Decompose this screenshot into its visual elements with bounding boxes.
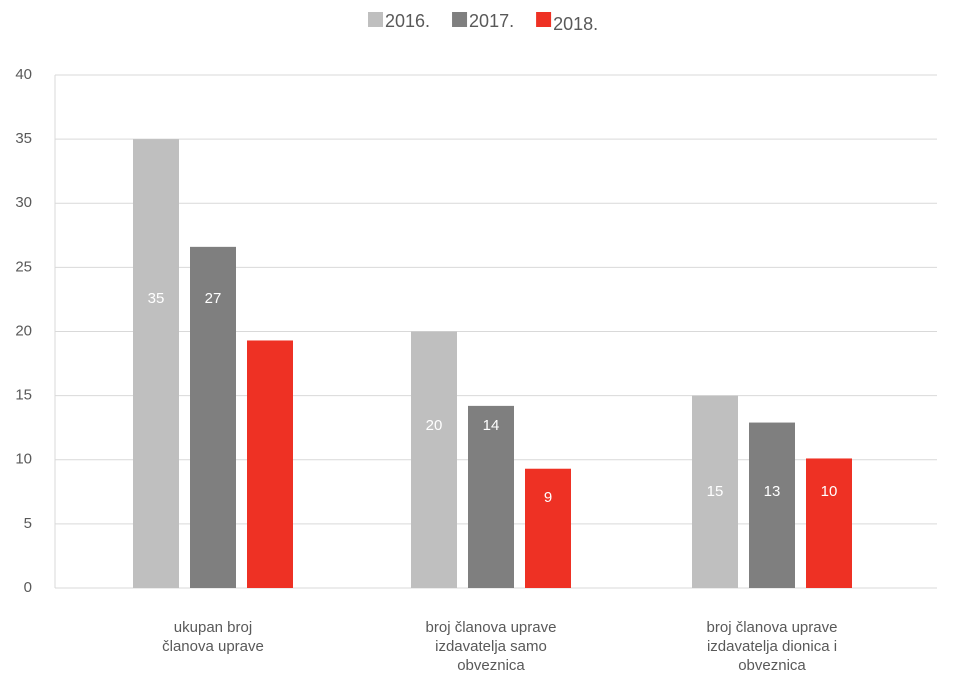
y-tick-label: 35 [15, 130, 32, 147]
bar [806, 458, 852, 588]
y-tick-label: 30 [15, 194, 32, 211]
value-label: 35 [148, 290, 165, 307]
y-tick-label: 0 [24, 579, 32, 596]
legend-swatch [452, 12, 468, 27]
x-tick-label-line: ukupan broj [174, 619, 252, 636]
y-tick-label: 5 [24, 515, 32, 532]
value-label: 9 [544, 489, 552, 506]
x-tick-label-line: obveznica [457, 657, 525, 674]
y-tick-label: 20 [15, 322, 32, 339]
x-tick-label-line: broj članova uprave [426, 619, 557, 636]
bar [190, 246, 236, 589]
x-tick-label-line: članova uprave [162, 638, 264, 655]
x-tick-label: broj članova uprave izdavatelja dionica i… [707, 619, 838, 674]
bar [247, 340, 293, 588]
x-tick-label-line: izdavatelja samo [435, 638, 547, 655]
legend-swatch [536, 12, 552, 27]
bar [525, 468, 571, 588]
x-tick-label-line: broj članova uprave [707, 619, 838, 636]
x-tick-label-line: obveznica [738, 657, 806, 674]
y-tick-label: 25 [15, 258, 32, 275]
y-tick-label: 15 [15, 387, 32, 404]
value-label: 13 [764, 483, 781, 500]
x-tick-label: ukupan broj članova uprave [162, 619, 264, 655]
legend-swatch [368, 12, 383, 27]
value-label: 10 [821, 483, 838, 500]
value-label: 27 [205, 290, 222, 307]
legend-label: 2018. [553, 14, 598, 34]
bar [133, 139, 179, 588]
bar [411, 331, 457, 588]
x-tick-label: broj članova uprave izdavatelja samo obvez… [426, 619, 557, 674]
value-label: 15 [707, 483, 724, 500]
legend-label: 2017. [469, 11, 514, 31]
bar [468, 405, 514, 588]
value-label: 19 [262, 290, 279, 307]
y-tick-label: 40 [15, 66, 32, 83]
y-tick-label: 10 [15, 451, 32, 468]
bar [749, 422, 795, 588]
value-label: 20 [426, 417, 443, 434]
x-tick-label-line: izdavatelja dionica i [707, 638, 837, 655]
legend-label: 2016. [385, 11, 430, 31]
bar [692, 395, 738, 588]
value-label: 14 [483, 417, 500, 434]
